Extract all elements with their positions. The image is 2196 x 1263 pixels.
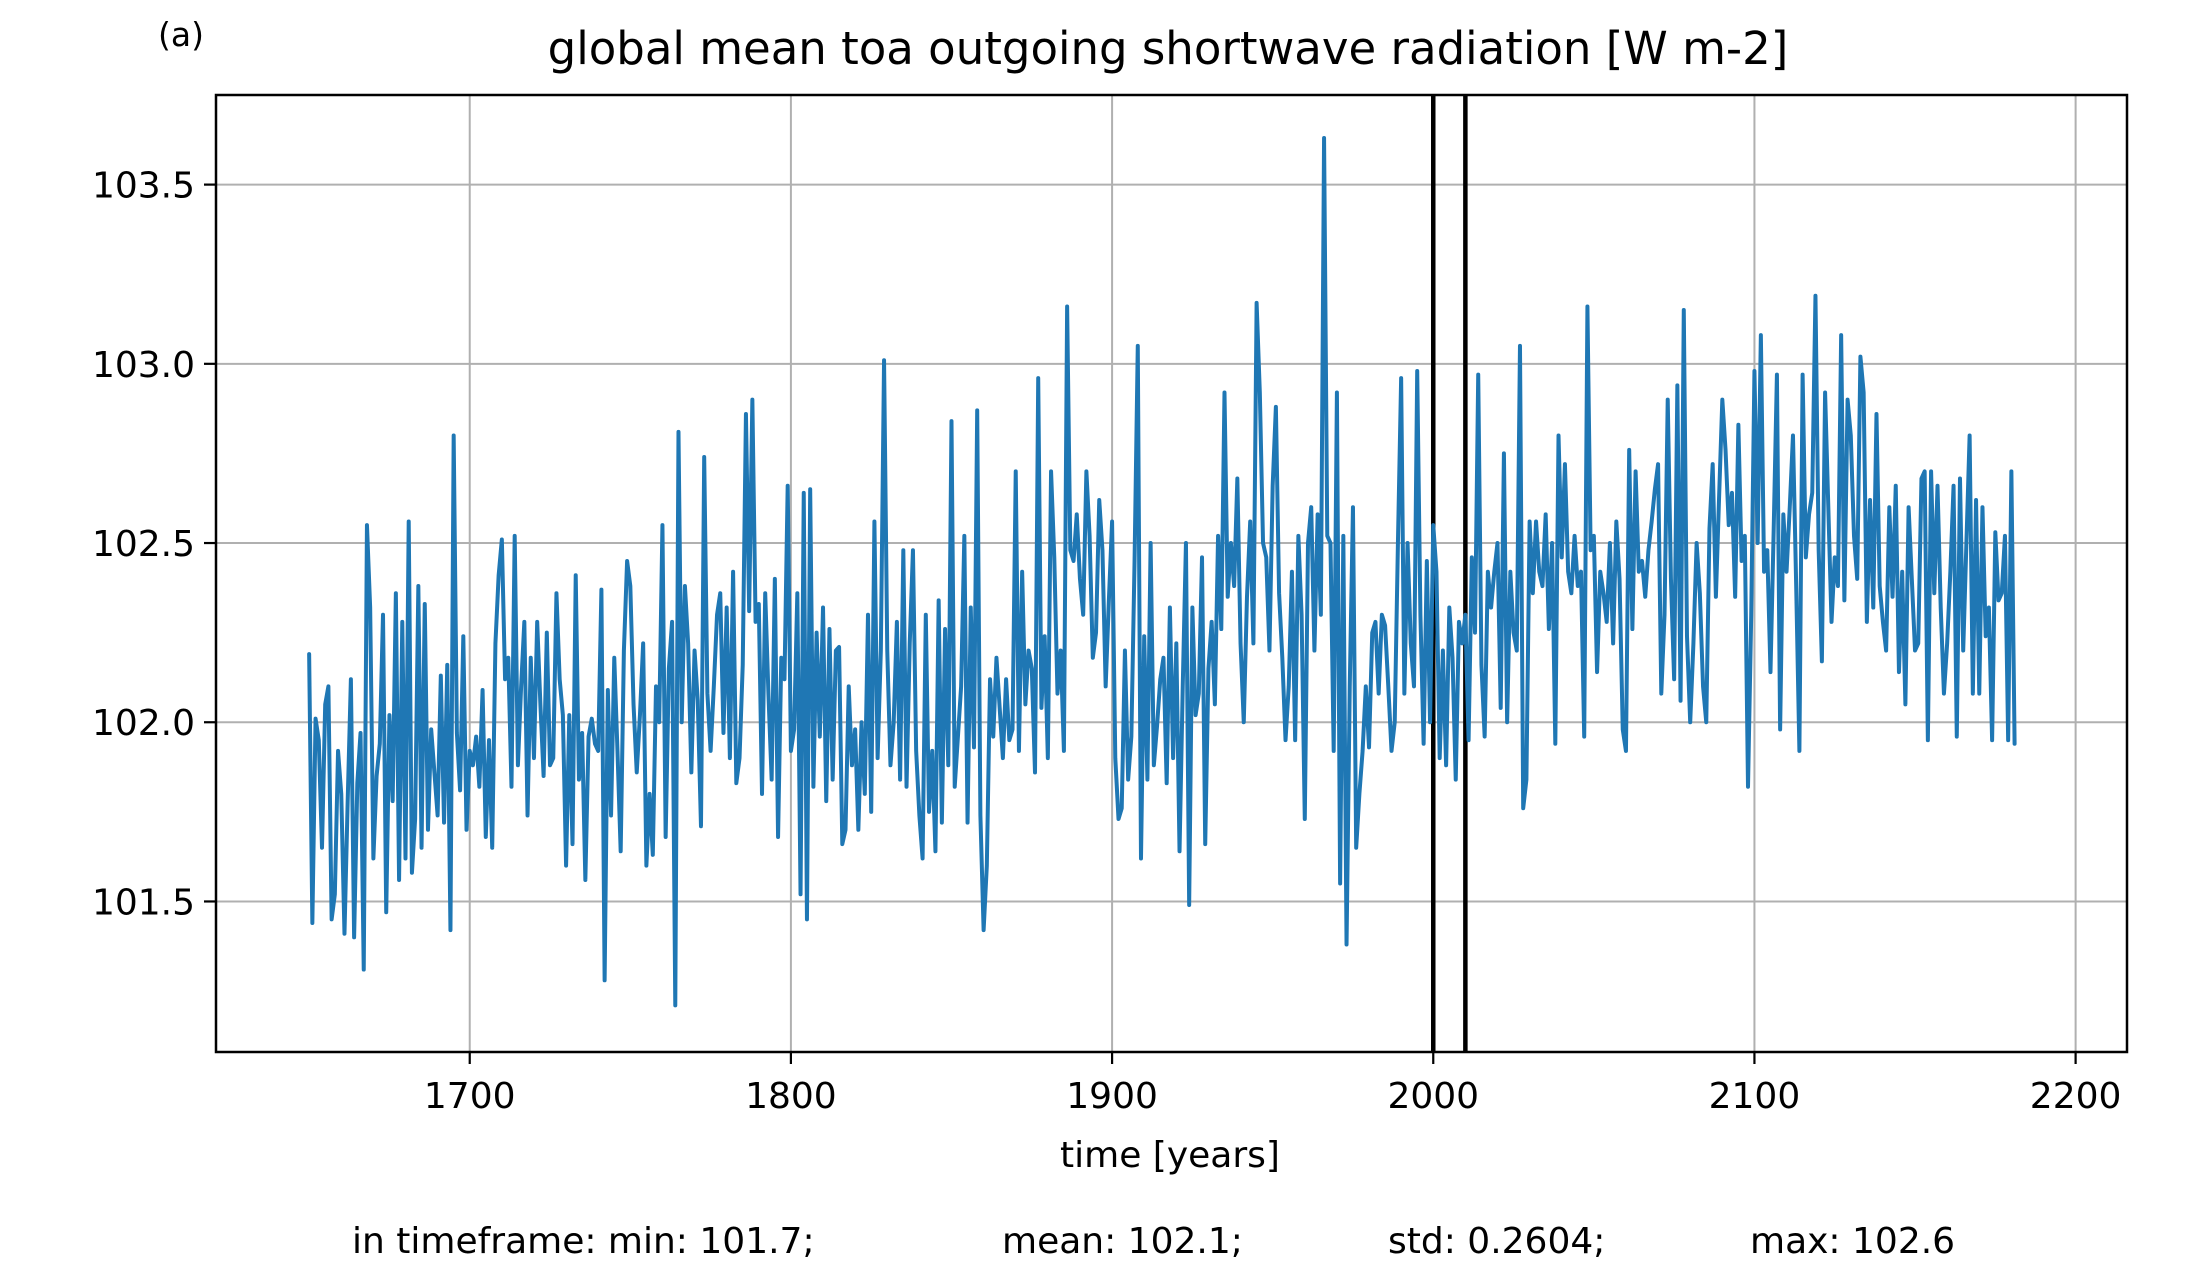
plot-frame [214, 93, 2129, 1054]
x-axis-ticks: 1700 1800 1900 2000 2100 2200 [424, 1052, 2122, 1117]
y-tick-label: 102.0 [92, 703, 195, 744]
stat-mean: mean: 102.1; [1002, 1221, 1243, 1262]
stat-min: in timeframe: min: 101.7; [352, 1221, 815, 1262]
x-tick-label: 2200 [2030, 1076, 2122, 1117]
y-tick-label: 101.5 [92, 882, 195, 923]
series-line [307, 136, 2017, 1008]
x-tick-label: 2100 [1709, 1076, 1801, 1117]
chart-title: global mean toa outgoing shortwave radia… [548, 22, 1789, 75]
stat-std: std: 0.2604; [1388, 1221, 1605, 1262]
x-tick-label: 2000 [1387, 1076, 1479, 1117]
y-tick-label: 102.5 [92, 524, 195, 565]
y-axis-ticks: 101.5 102.0 102.5 103.0 103.5 [92, 166, 216, 923]
stat-max: max: 102.6 [1750, 1221, 1955, 1262]
series-layer [307, 136, 2017, 1008]
y-tick-label: 103.5 [92, 166, 195, 207]
x-tick-label: 1700 [424, 1076, 516, 1117]
x-axis-label: time [years] [1060, 1135, 1280, 1176]
y-tick-label: 103.0 [92, 345, 195, 386]
x-tick-label: 1800 [745, 1076, 837, 1117]
panel-label: (a) [158, 15, 204, 54]
x-tick-label: 1900 [1066, 1076, 1158, 1117]
